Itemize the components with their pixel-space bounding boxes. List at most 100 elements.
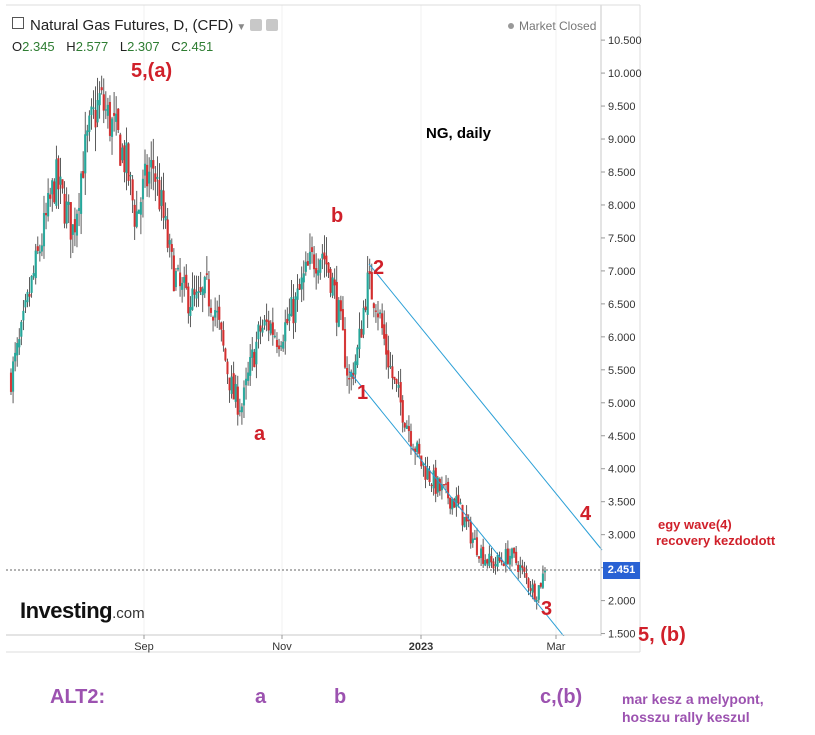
candle [385,322,388,370]
candle [20,319,23,346]
candle [273,329,276,339]
candle [484,554,487,567]
candle [154,165,157,202]
candle [179,258,182,297]
instrument-header: Natural Gas Futures, D, (CFD) ▼ [12,17,279,34]
candle [234,374,237,408]
candle [395,378,398,392]
candle [230,365,233,399]
candle [331,272,334,299]
x-tick-label: Sep [134,641,154,653]
wave-label-b: b [331,205,344,227]
candle [393,376,396,385]
candle [298,278,301,291]
candle [185,264,188,290]
market-status: Market Closed [508,19,596,33]
candle [226,358,229,384]
candle [488,545,491,569]
candle [18,328,21,355]
candle [38,244,41,262]
candle [253,348,256,368]
candle [461,504,464,532]
candle [106,97,109,129]
settings-icon[interactable] [266,19,279,31]
wave-label-5b: 5, (b) [638,624,686,646]
y-tick-label: 7.500 [608,233,636,245]
candle [123,140,126,183]
wave-label-1: 1 [357,382,369,404]
candle [457,485,460,508]
candle [329,266,332,298]
candle [205,256,208,280]
wave-label-5a: 5,(a) [131,60,173,82]
candle [75,209,79,248]
candle [73,207,76,247]
candle [432,464,435,496]
candle [240,403,243,425]
candle [218,294,221,330]
candle [236,375,239,426]
candle [127,142,130,186]
wave-label-3: 3 [541,598,553,620]
candle [197,275,200,307]
candle [391,354,394,390]
candle [12,356,15,404]
caret-down-icon[interactable]: ▼ [236,22,247,33]
ohlc-high: H2.577 [66,39,109,54]
channel-lower-line[interactable] [348,370,572,646]
candle [222,321,225,352]
y-tick-label: 6.000 [608,332,636,344]
candle [133,199,136,240]
candle [531,579,534,600]
candle [244,367,248,400]
candle [418,438,421,458]
y-tick-label: 9.500 [608,101,636,113]
candle [543,567,547,581]
candle [459,498,462,505]
y-tick-label: 5.500 [608,365,636,377]
candle [162,172,165,230]
candle [172,248,175,292]
channel-upper-line[interactable] [368,263,603,551]
last-price-badge: 2.451 [603,562,640,579]
candle [96,77,99,128]
ohlc-open: O2.345 [12,39,55,54]
candle [90,98,93,130]
candle [32,265,35,280]
candle [541,565,544,590]
y-tick-label: 7.000 [608,266,636,278]
alt2-wave-b: b [334,686,347,708]
candle [247,361,250,386]
candle [399,368,402,416]
ohlc-close: C2.451 [171,39,214,54]
y-tick-label: 2.000 [608,596,636,608]
candle [306,253,309,266]
candle [529,581,532,597]
candle [346,356,349,386]
candle [199,271,202,296]
candle [242,380,246,418]
eye-icon[interactable] [250,19,263,31]
candle [275,332,279,354]
candle [339,295,342,321]
candle [88,110,91,142]
candle [174,267,177,291]
candle [71,224,74,254]
candle [57,155,60,210]
ohlc-low: L2.307 [119,39,160,54]
candle [308,233,312,270]
collapse-icon[interactable] [12,17,24,29]
wave-label-a: a [254,423,266,445]
candle [383,310,386,346]
candle [294,292,297,333]
candle [65,187,68,229]
candle [24,293,27,313]
candle [82,151,85,179]
candle [135,190,138,229]
candle [302,260,305,301]
candle [42,195,46,259]
candle [277,338,281,357]
candle [387,335,390,379]
candle [436,475,439,497]
